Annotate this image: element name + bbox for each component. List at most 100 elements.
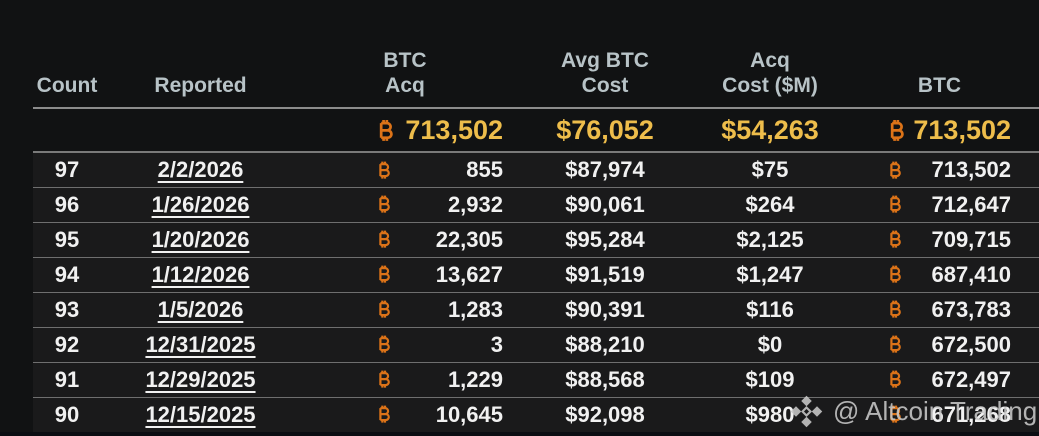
btc-acq-value: 855: [466, 156, 503, 182]
avg-btc-cost-cell: $91,519: [510, 257, 700, 293]
reported-cell: 12/15/2025: [101, 397, 300, 433]
total-acq-cost: $54,263: [700, 108, 840, 153]
btc-total-value: 672,497: [931, 366, 1011, 392]
reported-date-link[interactable]: 1/12/2026: [151, 261, 250, 287]
btc-acq-cell: 22,305: [300, 222, 510, 258]
bitcoin-icon: [377, 229, 391, 249]
header-row: Count Reported BTC Acq Avg BTC Cost Acq Cost…: [33, 0, 1039, 109]
bitcoin-icon: [888, 404, 902, 424]
btc-total-cell: 672,497: [840, 362, 1039, 398]
acq-cost-cell: $116: [700, 292, 840, 328]
reported-cell: 1/26/2026: [101, 187, 300, 223]
total-btc-acquired: 713,502: [405, 114, 503, 145]
reported-date-link[interactable]: 12/31/2025: [145, 331, 256, 357]
bitcoin-icon: [377, 118, 394, 143]
btc-acq-cell: 855: [300, 152, 510, 188]
bitcoin-icon: [888, 334, 902, 354]
count-cell: 95: [33, 222, 101, 258]
purchase-row-91: 91 12/29/2025 1,229 $88,568 $109 672,497: [33, 362, 1039, 398]
reported-cell: 2/2/2026: [101, 152, 300, 188]
bitcoin-icon: [888, 299, 902, 319]
count-cell: 96: [33, 187, 101, 223]
column-header-reported: Reported: [101, 0, 300, 109]
avg-btc-cost-cell: $87,974: [510, 152, 700, 188]
purchase-row-95: 95 1/20/2026 22,305 $95,284 $2,125 709,715: [33, 222, 1039, 258]
count-cell: 93: [33, 292, 101, 328]
btc-acq-cell: 3: [300, 327, 510, 363]
btc-total-value: 687,410: [931, 261, 1011, 287]
acq-cost-cell: $2,125: [700, 222, 840, 258]
btc-acq-cell: 10,645: [300, 397, 510, 433]
totals-btc-holdings-cell: 713,502: [840, 108, 1039, 153]
reported-date-link[interactable]: 2/2/2026: [157, 156, 244, 182]
btc-total-cell: 712,647: [840, 187, 1039, 223]
total-avg-btc-cost: $76,052: [510, 108, 700, 153]
btc-acq-value: 22,305: [435, 226, 503, 252]
totals-row: 713,502 $76,052 $54,263 713,502: [33, 108, 1039, 153]
bitcoin-icon: [888, 118, 905, 143]
acq-cost-cell: $1,247: [700, 257, 840, 293]
bitcoin-icon: [377, 404, 391, 424]
bitcoin-icon: [377, 299, 391, 319]
reported-cell: 1/5/2026: [101, 292, 300, 328]
purchase-row-96: 96 1/26/2026 2,932 $90,061 $264 712,647: [33, 187, 1039, 223]
btc-total-value: 713,502: [931, 156, 1011, 182]
column-header-avg-btc-cost: Avg BTC Cost: [510, 0, 700, 109]
avg-btc-cost-cell: $90,391: [510, 292, 700, 328]
acq-cost-cell: $980: [700, 397, 840, 433]
bitcoin-icon: [888, 194, 902, 214]
reported-cell: 12/29/2025: [101, 362, 300, 398]
acq-cost-cell: $75: [700, 152, 840, 188]
totals-count-cell-empty: [33, 108, 101, 153]
btc-acq-cell: 1,229: [300, 362, 510, 398]
reported-date-link[interactable]: 1/5/2026: [157, 296, 244, 322]
totals-reported-cell-empty: [101, 108, 300, 153]
reported-cell: 1/12/2026: [101, 257, 300, 293]
btc-acq-value: 1,283: [447, 296, 503, 322]
purchase-row-97: 97 2/2/2026 855 $87,974 $75 713,502: [33, 152, 1039, 188]
purchase-row-93: 93 1/5/2026 1,283 $90,391 $116 673,783: [33, 292, 1039, 328]
btc-total-cell: 671,268: [840, 397, 1039, 433]
btc-total-value: 709,715: [931, 226, 1011, 252]
avg-btc-cost-cell: $88,568: [510, 362, 700, 398]
btc-total-cell: 672,500: [840, 327, 1039, 363]
count-cell: 94: [33, 257, 101, 293]
btc-acquisitions-table: Count Reported BTC Acq Avg BTC Cost Acq Cost…: [33, 0, 1039, 433]
count-cell: 92: [33, 327, 101, 363]
column-header-btc: BTC: [840, 0, 1039, 109]
bitcoin-icon: [377, 264, 391, 284]
reported-date-link[interactable]: 12/29/2025: [145, 366, 256, 392]
bitcoin-icon: [377, 369, 391, 389]
totals-btc-acq-cell: 713,502: [300, 108, 510, 153]
acq-cost-cell: $109: [700, 362, 840, 398]
btc-total-value: 712,647: [931, 191, 1011, 217]
purchase-row-90: 90 12/15/2025 10,645 $92,098 $980 671,268: [33, 397, 1039, 433]
btc-acq-value: 10,645: [435, 401, 503, 427]
column-header-acq-cost-m: Acq Cost ($M): [700, 0, 840, 109]
purchase-row-92: 92 12/31/2025 3 $88,210 $0 672,500: [33, 327, 1039, 363]
avg-btc-cost-cell: $88,210: [510, 327, 700, 363]
bitcoin-icon: [377, 334, 391, 354]
avg-btc-cost-cell: $90,061: [510, 187, 700, 223]
count-cell: 90: [33, 397, 101, 433]
column-header-count: Count: [33, 0, 101, 109]
reported-date-link[interactable]: 12/15/2025: [145, 401, 256, 427]
btc-total-cell: 713,502: [840, 152, 1039, 188]
bitcoin-icon: [377, 194, 391, 214]
bitcoin-icon: [888, 229, 902, 249]
total-btc-holdings: 713,502: [913, 114, 1011, 145]
btc-total-value: 671,268: [931, 401, 1011, 427]
reported-cell: 1/20/2026: [101, 222, 300, 258]
acq-cost-cell: $264: [700, 187, 840, 223]
bottom-edge: [0, 432, 1039, 436]
bitcoin-icon: [888, 160, 902, 180]
column-header-btc-acq: BTC Acq: [300, 0, 510, 109]
btc-acq-cell: 2,932: [300, 187, 510, 223]
reported-date-link[interactable]: 1/20/2026: [151, 226, 250, 252]
purchase-row-94: 94 1/12/2026 13,627 $91,519 $1,247 687,410: [33, 257, 1039, 293]
btc-acq-cell: 13,627: [300, 257, 510, 293]
btc-acq-cell: 1,283: [300, 292, 510, 328]
reported-date-link[interactable]: 1/26/2026: [151, 191, 250, 217]
btc-acq-value: 1,229: [447, 366, 503, 392]
